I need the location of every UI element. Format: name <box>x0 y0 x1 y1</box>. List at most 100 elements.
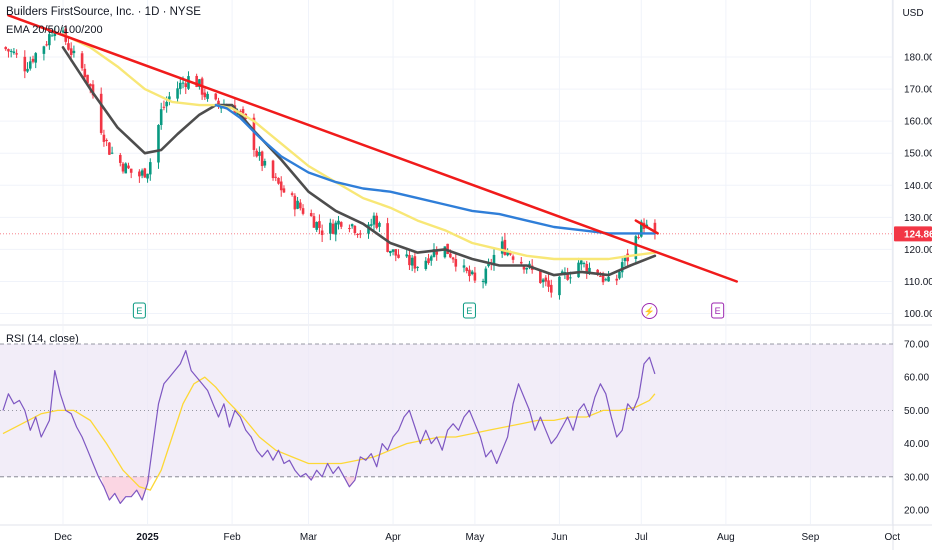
candle <box>413 252 417 273</box>
candle-body <box>15 53 18 55</box>
candle-body <box>274 176 278 178</box>
candle <box>214 92 218 101</box>
candle <box>4 46 8 51</box>
earnings-marker[interactable]: E <box>462 302 476 319</box>
candle <box>72 45 76 58</box>
candle-body <box>88 83 92 87</box>
earnings-marker[interactable]: E <box>132 302 146 319</box>
candle-body <box>468 269 471 277</box>
candle <box>416 266 419 272</box>
candle <box>271 159 275 181</box>
candle <box>26 62 29 73</box>
currency-label[interactable]: USD <box>902 8 924 19</box>
candle-body <box>309 213 313 217</box>
candle <box>359 230 362 239</box>
candle-body <box>315 222 318 230</box>
candle-body <box>618 271 621 279</box>
candle-body <box>585 263 589 273</box>
candle <box>129 168 133 179</box>
candle-body <box>206 93 209 99</box>
time-tick-label: 2025 <box>136 532 159 543</box>
time-tick-label: Oct <box>884 532 900 543</box>
candle <box>50 32 54 37</box>
candle-body <box>124 163 128 174</box>
candle <box>80 50 84 71</box>
candle <box>541 278 545 288</box>
time-tick-label: Apr <box>385 532 401 543</box>
price-pane <box>0 14 893 300</box>
dividend-marker[interactable]: ⚡ <box>641 303 658 319</box>
candle-body <box>547 280 550 287</box>
ema-50-line <box>61 33 657 261</box>
symbol-title[interactable]: Builders FirstSource, Inc. · 1D · NYSE <box>6 6 201 18</box>
candle <box>329 218 332 241</box>
price-tick-label: 100.00 <box>904 309 932 320</box>
candle <box>148 158 152 181</box>
candle-body <box>263 160 267 166</box>
candle-body <box>277 177 280 184</box>
candle-body <box>503 239 507 255</box>
candle-body <box>634 236 638 260</box>
rsi-axis: 20.00 30.00 40.00 50.00 60.00 70.00 <box>904 340 929 517</box>
candle-body <box>157 125 160 163</box>
candle <box>408 248 411 270</box>
candle-body <box>4 47 8 50</box>
candle <box>108 142 111 155</box>
candle-body <box>639 221 643 237</box>
time-tick-label: Mar <box>300 532 318 543</box>
candle-body <box>337 220 340 225</box>
candle-body <box>443 246 447 258</box>
earnings-marker[interactable]: E <box>711 302 725 319</box>
candle <box>255 148 258 158</box>
candle <box>386 217 389 253</box>
candle-body <box>525 267 529 270</box>
candle-body <box>184 83 188 87</box>
candle <box>176 81 179 103</box>
candle <box>378 221 381 232</box>
ema-indicator-label[interactable]: EMA 20/50/100/200 <box>6 24 103 36</box>
downtrend-trendline <box>7 14 739 283</box>
earnings-icon <box>711 302 725 319</box>
rsi-indicator-label[interactable]: RSI (14, close) <box>6 333 79 345</box>
rsi-tick-label: 50.00 <box>904 406 929 417</box>
candle-body <box>569 277 572 279</box>
candle <box>178 77 182 95</box>
candle-body <box>451 257 455 260</box>
price-tick-label: 160.00 <box>904 117 932 128</box>
candle-body <box>102 134 106 142</box>
candle-body <box>509 252 512 255</box>
candle-body <box>72 50 76 54</box>
candle-body <box>108 142 111 155</box>
candle-body <box>299 202 302 209</box>
candle-body <box>279 181 283 191</box>
candle <box>424 257 428 271</box>
candle-body <box>143 168 147 178</box>
candle-body <box>178 82 182 89</box>
candle-body <box>462 265 466 268</box>
candle <box>34 52 38 69</box>
candle <box>146 173 149 183</box>
candle-body <box>168 96 171 100</box>
candle <box>585 260 589 279</box>
candle <box>451 256 455 263</box>
candle <box>91 80 95 99</box>
candle <box>547 273 550 292</box>
candle <box>604 277 608 282</box>
candle-body <box>558 276 561 296</box>
candle-body <box>118 154 122 163</box>
time-tick-label: Jul <box>635 532 648 543</box>
candle <box>337 215 340 230</box>
rsi-tick-label: 20.00 <box>904 506 929 517</box>
candle <box>7 48 10 58</box>
candle-body <box>405 254 409 257</box>
time-axis: Dec 2025 Feb Mar Apr May Jun Jul Aug Sep Oct <box>54 532 900 543</box>
candle-body <box>637 236 640 238</box>
candle-body <box>378 222 381 227</box>
candle-body <box>626 253 629 262</box>
candle <box>143 167 147 178</box>
candle-body <box>26 68 29 72</box>
candle-body <box>506 250 509 256</box>
candle-body <box>334 222 338 235</box>
candle <box>544 275 548 287</box>
